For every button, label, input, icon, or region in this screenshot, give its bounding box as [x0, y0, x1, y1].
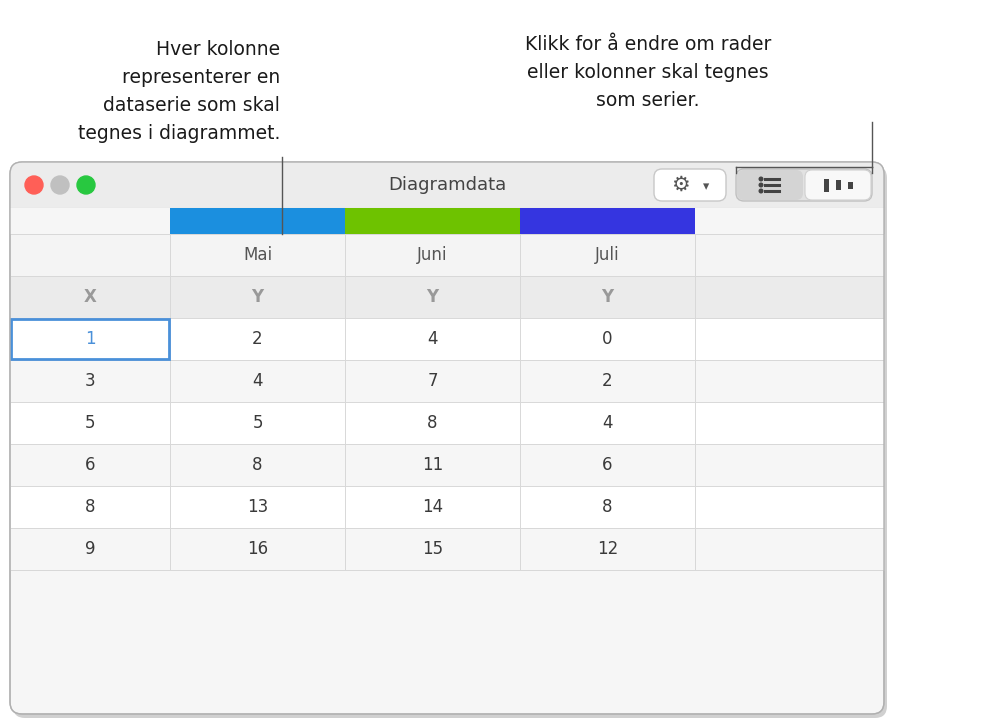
Bar: [11, 319, 169, 359]
Text: 7: 7: [428, 372, 437, 390]
Bar: [10, 318, 884, 360]
Text: 14: 14: [422, 498, 443, 516]
Text: 4: 4: [252, 372, 263, 390]
Text: X: X: [83, 288, 96, 306]
Text: 13: 13: [247, 498, 268, 516]
Bar: [10, 234, 884, 276]
FancyBboxPatch shape: [10, 162, 884, 714]
Bar: [10, 486, 884, 528]
Bar: [695, 208, 884, 234]
Text: 8: 8: [428, 414, 437, 432]
Text: 16: 16: [247, 540, 268, 558]
Bar: [10, 402, 884, 444]
Bar: [170, 208, 345, 234]
Bar: [835, 180, 840, 190]
Text: Juni: Juni: [418, 246, 447, 264]
Circle shape: [759, 189, 763, 193]
Bar: [10, 276, 884, 318]
Text: Y: Y: [251, 288, 264, 306]
Bar: [823, 179, 828, 192]
Text: 5: 5: [252, 414, 263, 432]
Circle shape: [25, 176, 43, 194]
Text: 3: 3: [84, 372, 95, 390]
Text: 2: 2: [602, 372, 613, 390]
Text: Y: Y: [427, 288, 438, 306]
Bar: [10, 194, 884, 208]
Text: 6: 6: [84, 456, 95, 474]
Text: Juli: Juli: [595, 246, 620, 264]
Bar: [10, 360, 884, 402]
FancyBboxPatch shape: [737, 170, 803, 200]
FancyBboxPatch shape: [805, 170, 871, 200]
Text: 12: 12: [597, 540, 618, 558]
Text: 4: 4: [428, 330, 437, 348]
FancyBboxPatch shape: [654, 169, 726, 201]
Text: Hver kolonne
representerer en
dataserie som skal
tegnes i diagrammet.: Hver kolonne representerer en dataserie …: [77, 40, 280, 143]
FancyBboxPatch shape: [10, 162, 884, 208]
Text: ⚙: ⚙: [671, 175, 689, 195]
Text: Mai: Mai: [243, 246, 272, 264]
Circle shape: [77, 176, 95, 194]
Bar: [10, 208, 170, 234]
Bar: [847, 182, 852, 188]
Circle shape: [759, 183, 763, 187]
Text: 8: 8: [252, 456, 263, 474]
Text: 0: 0: [602, 330, 613, 348]
Text: 6: 6: [602, 456, 613, 474]
Text: ▾: ▾: [703, 180, 709, 193]
Text: 2: 2: [252, 330, 263, 348]
Text: 5: 5: [84, 414, 95, 432]
Text: Diagramdata: Diagramdata: [388, 176, 506, 194]
Text: 1: 1: [84, 330, 95, 348]
Text: 8: 8: [602, 498, 613, 516]
Bar: [520, 208, 695, 234]
Text: 11: 11: [422, 456, 443, 474]
Text: 15: 15: [422, 540, 443, 558]
Bar: [10, 444, 884, 486]
Text: Klikk for å endre om rader
eller kolonner skal tegnes
som serier.: Klikk for å endre om rader eller kolonne…: [525, 35, 771, 110]
Bar: [345, 208, 520, 234]
Text: 4: 4: [602, 414, 613, 432]
Bar: [10, 528, 884, 570]
Text: 9: 9: [84, 540, 95, 558]
Text: Y: Y: [601, 288, 614, 306]
FancyBboxPatch shape: [736, 169, 872, 201]
Circle shape: [51, 176, 69, 194]
FancyBboxPatch shape: [13, 166, 887, 718]
Circle shape: [759, 177, 763, 181]
Text: 8: 8: [84, 498, 95, 516]
